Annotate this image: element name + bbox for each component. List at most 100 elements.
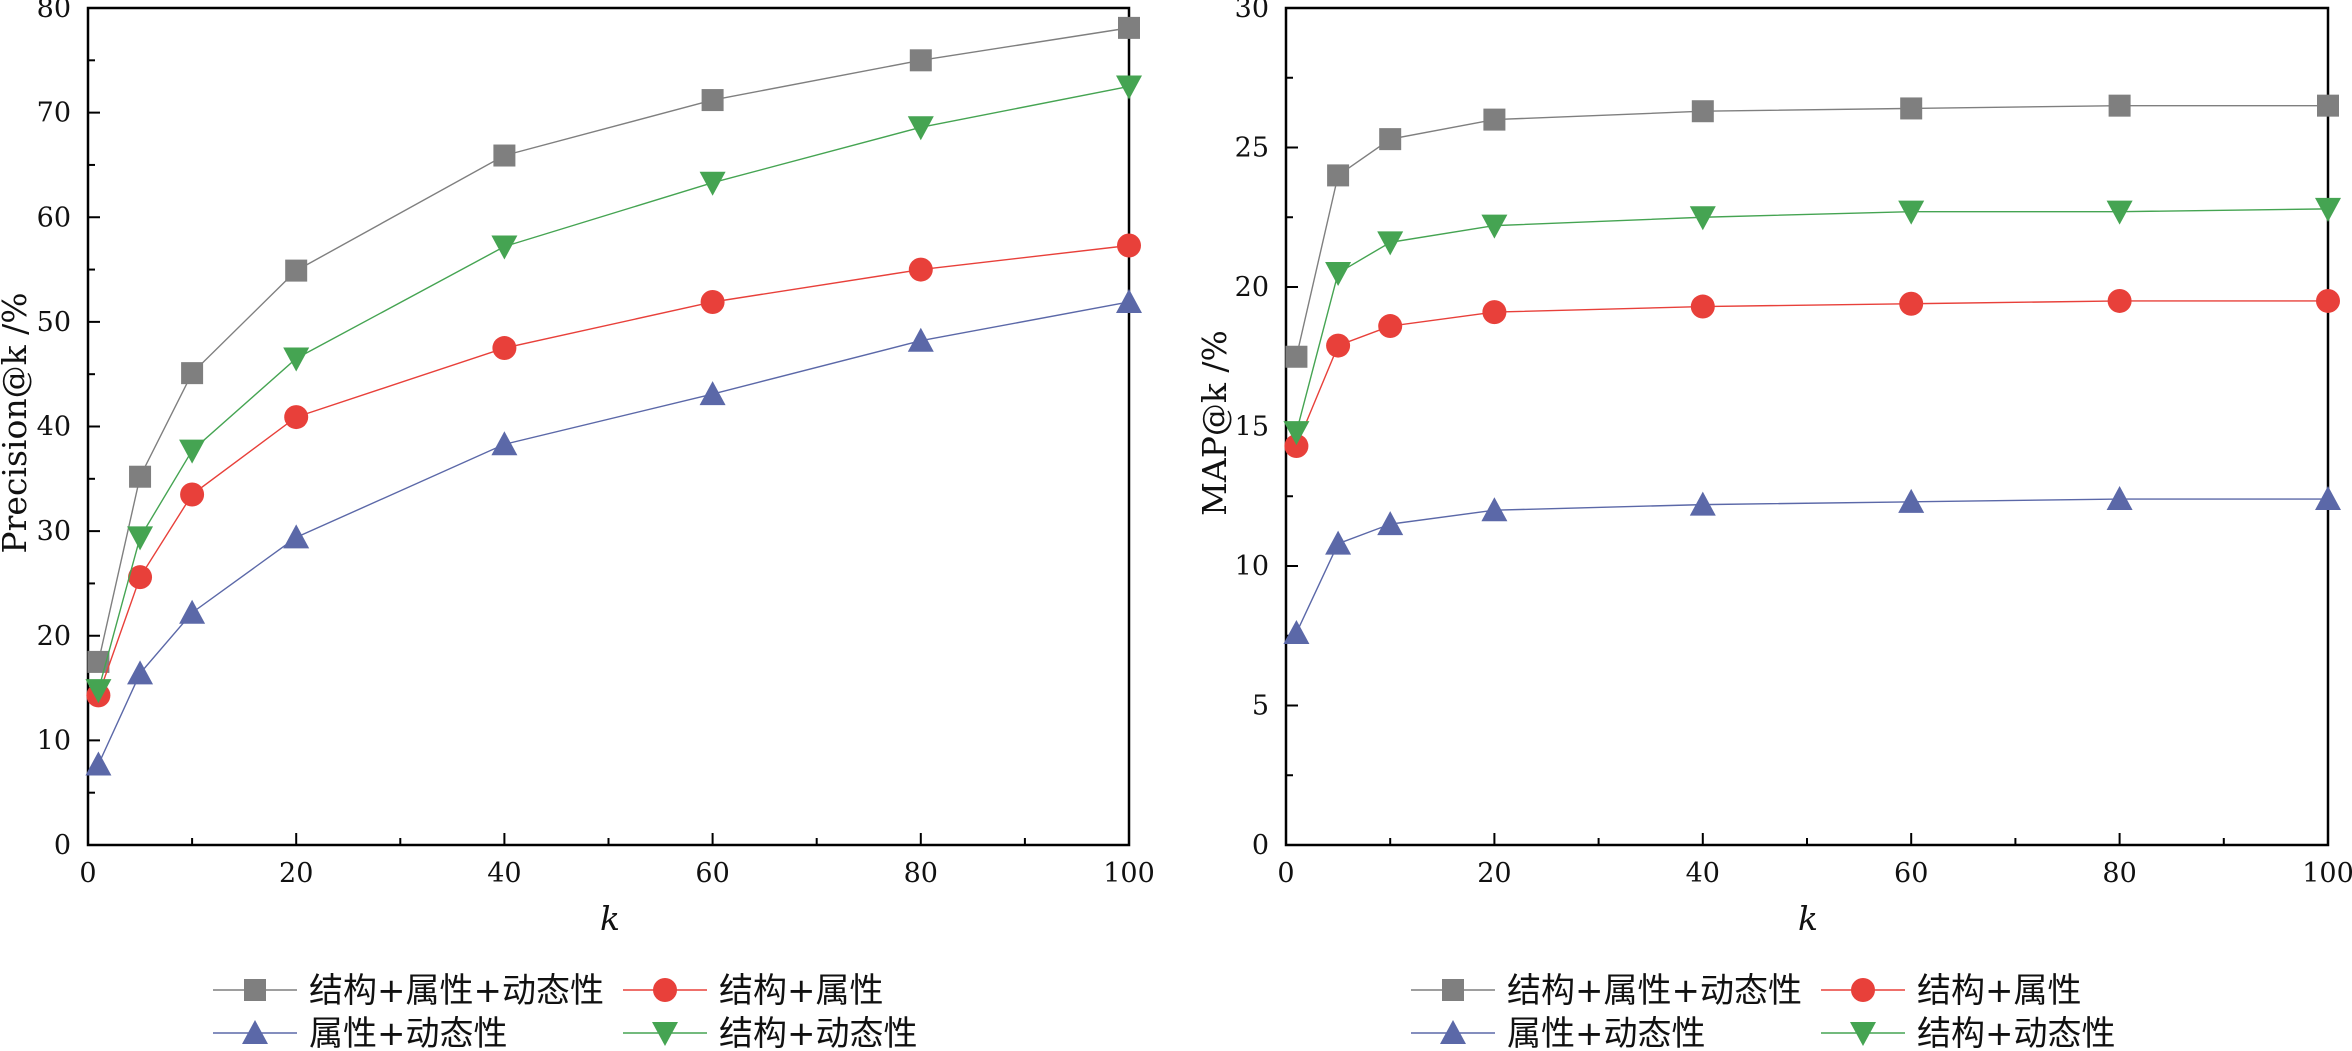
map-series-line [1295,208,2329,433]
map-data-point [1285,345,1308,368]
map-data-point [1689,491,1716,516]
map-series-line [1295,498,2328,634]
map-data-point [1283,619,1310,644]
map-data-point [1379,128,1402,151]
precision-series-line [97,85,1130,691]
precision-data-point [284,405,309,430]
legend-marker [1850,1022,1876,1046]
legend-marker [653,978,677,1002]
precision-y-tick-label: 70 [37,98,71,129]
precision-data-point [491,235,518,260]
precision-data-point [85,751,112,776]
map-y-tick-label: 25 [1235,133,1269,164]
map-data-point [1899,291,1924,316]
map-x-tick-label: 100 [2302,858,2352,889]
legend-label: 结构+属性+动态性 [1507,971,1802,1011]
map-data-point [1898,488,1925,513]
legend-marker [242,1020,268,1044]
precision-data-point [699,171,726,196]
precision-x-tick-label: 80 [904,858,938,889]
precision-data-point [491,431,518,456]
precision-y-tick-label: 20 [37,621,71,652]
map-y-tick-label: 5 [1252,691,1269,722]
map-data-point [1900,97,1923,120]
map-y-axis-title: MAP@k /% [1195,330,1234,516]
map-series-line [1295,300,2328,447]
precision-series-line [97,244,1130,696]
map-series-line [1295,104,2328,357]
map-axes-frame [1284,6,2330,847]
legend-label: 结构+属性 [1917,971,2082,1011]
chart-map: 0 20 40 60 80 100 0 5 10 15 20 25 30 MAP@k /% k [1195,0,2352,938]
map-x-axis-title: k [1798,899,1818,938]
precision-plot-area: 0 20 40 60 80 100 0 10 20 30 40 50 60 70 80 [37,0,1155,889]
precision-data-point [907,116,934,141]
map-data-point [2107,288,2132,313]
map-x-tick-label: 80 [2102,858,2136,889]
map-x-tick-label: 0 [1277,858,1294,889]
precision-data-point [283,524,310,549]
precision-data-point [493,144,516,167]
map-data-point [1691,100,1714,123]
precision-series-line [97,27,1130,663]
precision-data-point [700,289,725,314]
map-data-point [1377,231,1404,256]
precision-data-point [179,439,206,464]
precision-data-point [85,679,112,704]
map-data-point [1482,300,1507,325]
map-data-point [1377,511,1404,536]
precision-data-point [129,465,152,488]
precision-data-point [127,526,154,551]
map-data-point [2316,288,2340,313]
map-x-tick-label: 60 [1894,858,1928,889]
map-data-point [1481,214,1508,239]
precision-data-point [283,347,310,372]
precision-data-point [181,362,204,385]
precision-y-axis-title: Precision@k /% [0,292,34,553]
map-data-point [1483,108,1506,131]
map-y-tick-label: 0 [1252,830,1269,861]
precision-data-point [1116,288,1142,313]
precision-data-point [1118,16,1140,39]
precision-y-tick-label: 0 [54,830,71,861]
precision-data-point [127,660,154,685]
legend-marker [1440,1020,1466,1044]
precision-series-line [97,301,1130,765]
precision-data-point [908,257,933,282]
precision-data-point [179,599,206,624]
precision-y-tick-label: 50 [37,307,71,338]
legend-label: 结构+动态性 [719,1014,918,1051]
legend-marker [1851,978,1875,1002]
map-y-tick-label: 10 [1235,551,1269,582]
precision-x-tick-label: 0 [79,858,96,889]
map-data-point [2108,94,2131,117]
precision-data-point [1116,75,1142,100]
legend-label: 结构+属性 [719,971,884,1011]
precision-y-tick-label: 30 [37,516,71,547]
legend-label: 属性+动态性 [1507,1014,1706,1051]
precision-data-point [701,89,724,112]
map-data-point [1378,314,1403,339]
precision-data-point [1117,233,1141,258]
chart-precision: 0 20 40 60 80 100 0 10 20 30 40 50 60 70 80 Precision@… [0,0,1155,938]
legend-label: 结构+属性+动态性 [309,971,604,1011]
map-data-point [1689,206,1716,231]
map-data-point [1326,333,1351,358]
precision-x-tick-label: 100 [1103,858,1155,889]
precision-data-point [128,565,153,590]
map-data-point [1325,262,1352,287]
legend-label: 结构+动态性 [1917,1014,2116,1051]
legend-marker [1442,979,1464,1001]
legend-marker [244,979,266,1001]
precision-data-point [699,381,726,406]
precision-y-tick-label: 60 [37,202,71,233]
map-data-point [1898,200,1925,225]
map-y-tick-label: 15 [1235,412,1269,443]
precision-axes-frame [86,6,1131,847]
map-data-point [1327,164,1350,187]
map-data-point [1690,294,1715,319]
map-data-point [1325,530,1352,555]
precision-data-point [285,259,308,282]
map-x-tick-label: 20 [1477,858,1511,889]
precision-x-axis-title: k [600,899,620,938]
